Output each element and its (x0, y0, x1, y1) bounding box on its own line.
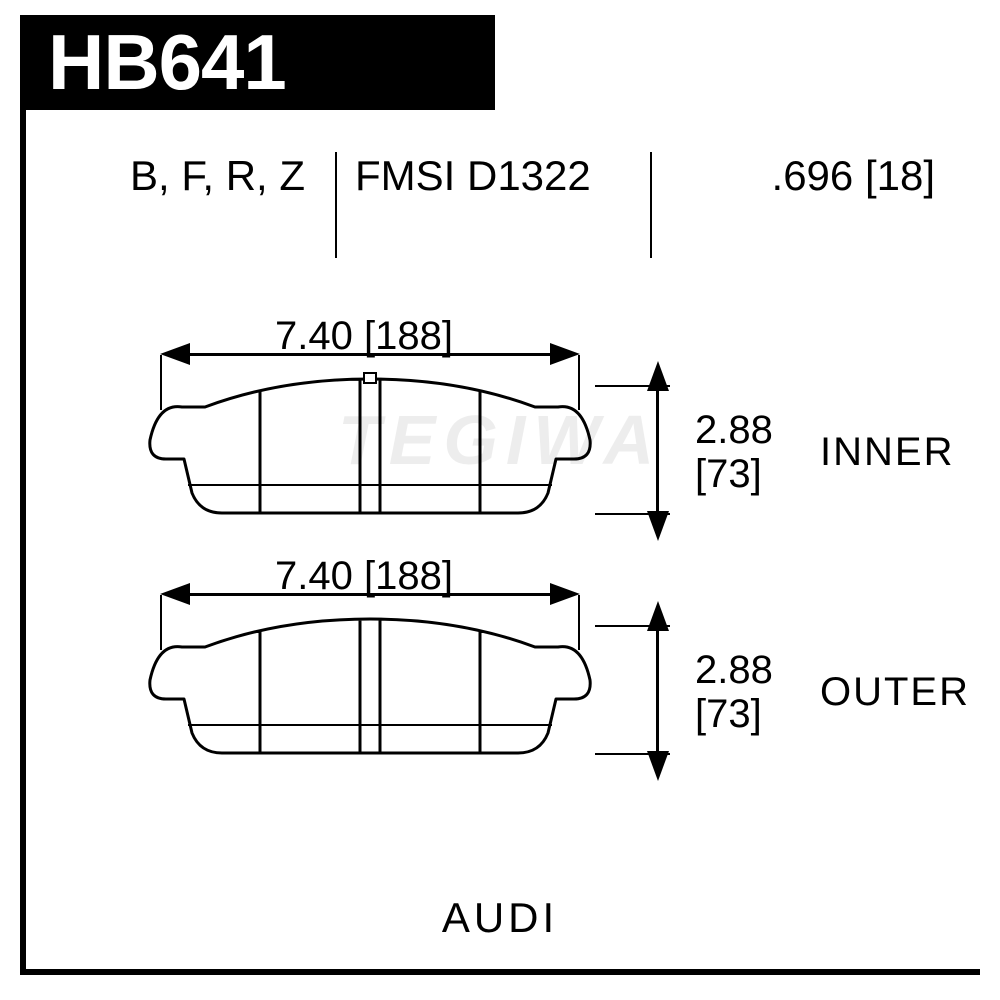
outer-height-dim: 2.88 (695, 648, 773, 693)
spec-thickness: .696 [18] (772, 152, 935, 200)
outer-height-line (656, 629, 659, 751)
outer-width-line (185, 593, 555, 596)
spec-separator-2 (650, 152, 652, 258)
outer-label: OUTER (820, 670, 970, 715)
arrow-right-icon (550, 583, 580, 605)
part-number-header: HB641 (20, 15, 495, 110)
inner-width-line (185, 353, 555, 356)
inner-height-mm: [73] (695, 452, 762, 497)
arrow-left-icon (160, 583, 190, 605)
inner-label: INNER (820, 430, 954, 475)
spec-separator-1 (335, 152, 337, 258)
outer-pad (160, 625, 580, 765)
outer-height-mm: [73] (695, 692, 762, 737)
spec-fmsi: FMSI D1322 (355, 152, 591, 200)
arrow-right-icon (550, 343, 580, 365)
inner-pad (160, 385, 580, 525)
inner-height-line (656, 389, 659, 511)
diagram-canvas: HB641 B, F, R, Z FMSI D1322 .696 [18] TE… (0, 0, 1000, 1000)
arrow-down-icon (647, 511, 669, 541)
arrow-down-icon (647, 751, 669, 781)
spec-row: B, F, R, Z FMSI D1322 .696 [18] (120, 140, 935, 270)
inner-height-dim: 2.88 (695, 408, 773, 453)
arrow-up-icon (647, 601, 669, 631)
frame-left (20, 40, 26, 975)
arrow-left-icon (160, 343, 190, 365)
frame-bottom (20, 969, 980, 975)
arrow-up-icon (647, 361, 669, 391)
spec-compounds: B, F, R, Z (130, 152, 305, 200)
vehicle-brand: AUDI (0, 894, 1000, 942)
